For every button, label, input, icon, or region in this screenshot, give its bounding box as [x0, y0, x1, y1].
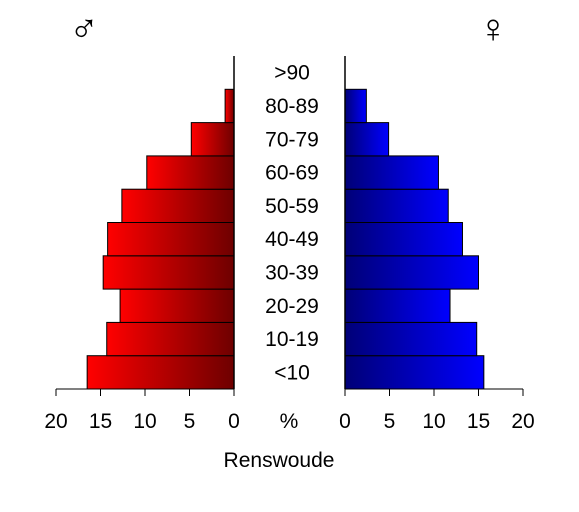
- age-group-label: 10-19: [265, 328, 319, 351]
- female-bar-10-19: [344, 321, 478, 357]
- female-bar-<10: [344, 355, 485, 390]
- female-tick-label: 20: [511, 410, 534, 433]
- male-x-axis: 0 5 10 15 20: [44, 388, 240, 433]
- age-group-label: 50-59: [265, 195, 319, 218]
- female-bar-70-79: [344, 122, 390, 157]
- age-group-label: 30-39: [265, 261, 319, 284]
- male-symbol: ♂: [69, 7, 99, 51]
- male-bars: [86, 56, 235, 390]
- female-bar-40-49: [344, 222, 463, 257]
- age-group-label: >90: [274, 62, 310, 85]
- female-tick-label: 5: [384, 410, 396, 433]
- female-tick-label: 10: [422, 410, 445, 433]
- male-bar-70-79: [190, 122, 235, 157]
- male-bar-80-89: [224, 88, 235, 124]
- age-group-labels: <10 10-19 20-29 30-39 40-49 50-59 60-69 70-79 80…: [265, 62, 319, 385]
- male-bar-<10: [86, 355, 235, 390]
- male-tick-label: 15: [89, 410, 112, 433]
- male-bar-20-29: [119, 288, 235, 323]
- male-tick-label: 0: [228, 410, 240, 433]
- female-bar-80-89: [344, 88, 367, 124]
- percent-axis-label: %: [280, 410, 299, 433]
- female-x-axis: 0 5 10 15 20: [339, 388, 535, 433]
- female-bar-20-29: [344, 288, 451, 323]
- age-group-label: 60-69: [265, 162, 319, 185]
- female-bar-60-69: [344, 155, 439, 190]
- male-tick-label: 10: [133, 410, 156, 433]
- female-tick-label: 0: [339, 410, 351, 433]
- female-bars: [344, 56, 485, 390]
- age-group-label: 20-29: [265, 295, 319, 318]
- male-tick-label: 5: [184, 410, 196, 433]
- age-group-label: 70-79: [265, 128, 319, 151]
- x-axis-title: Renswoude: [224, 449, 335, 472]
- male-bar-10-19: [106, 321, 235, 357]
- male-bar-40-49: [107, 222, 235, 257]
- female-bar-30-39: [344, 255, 479, 290]
- male-bar-60-69: [146, 155, 235, 190]
- age-group-label: 40-49: [265, 228, 319, 251]
- female-bar-50-59: [344, 188, 449, 223]
- age-group-label: 80-89: [265, 95, 319, 118]
- male-bar-30-39: [102, 255, 235, 290]
- age-group-label: <10: [274, 361, 310, 384]
- female-symbol: ♀: [478, 7, 508, 51]
- male-tick-label: 20: [44, 410, 67, 433]
- male-bar-50-59: [121, 188, 235, 223]
- female-tick-label: 15: [467, 410, 490, 433]
